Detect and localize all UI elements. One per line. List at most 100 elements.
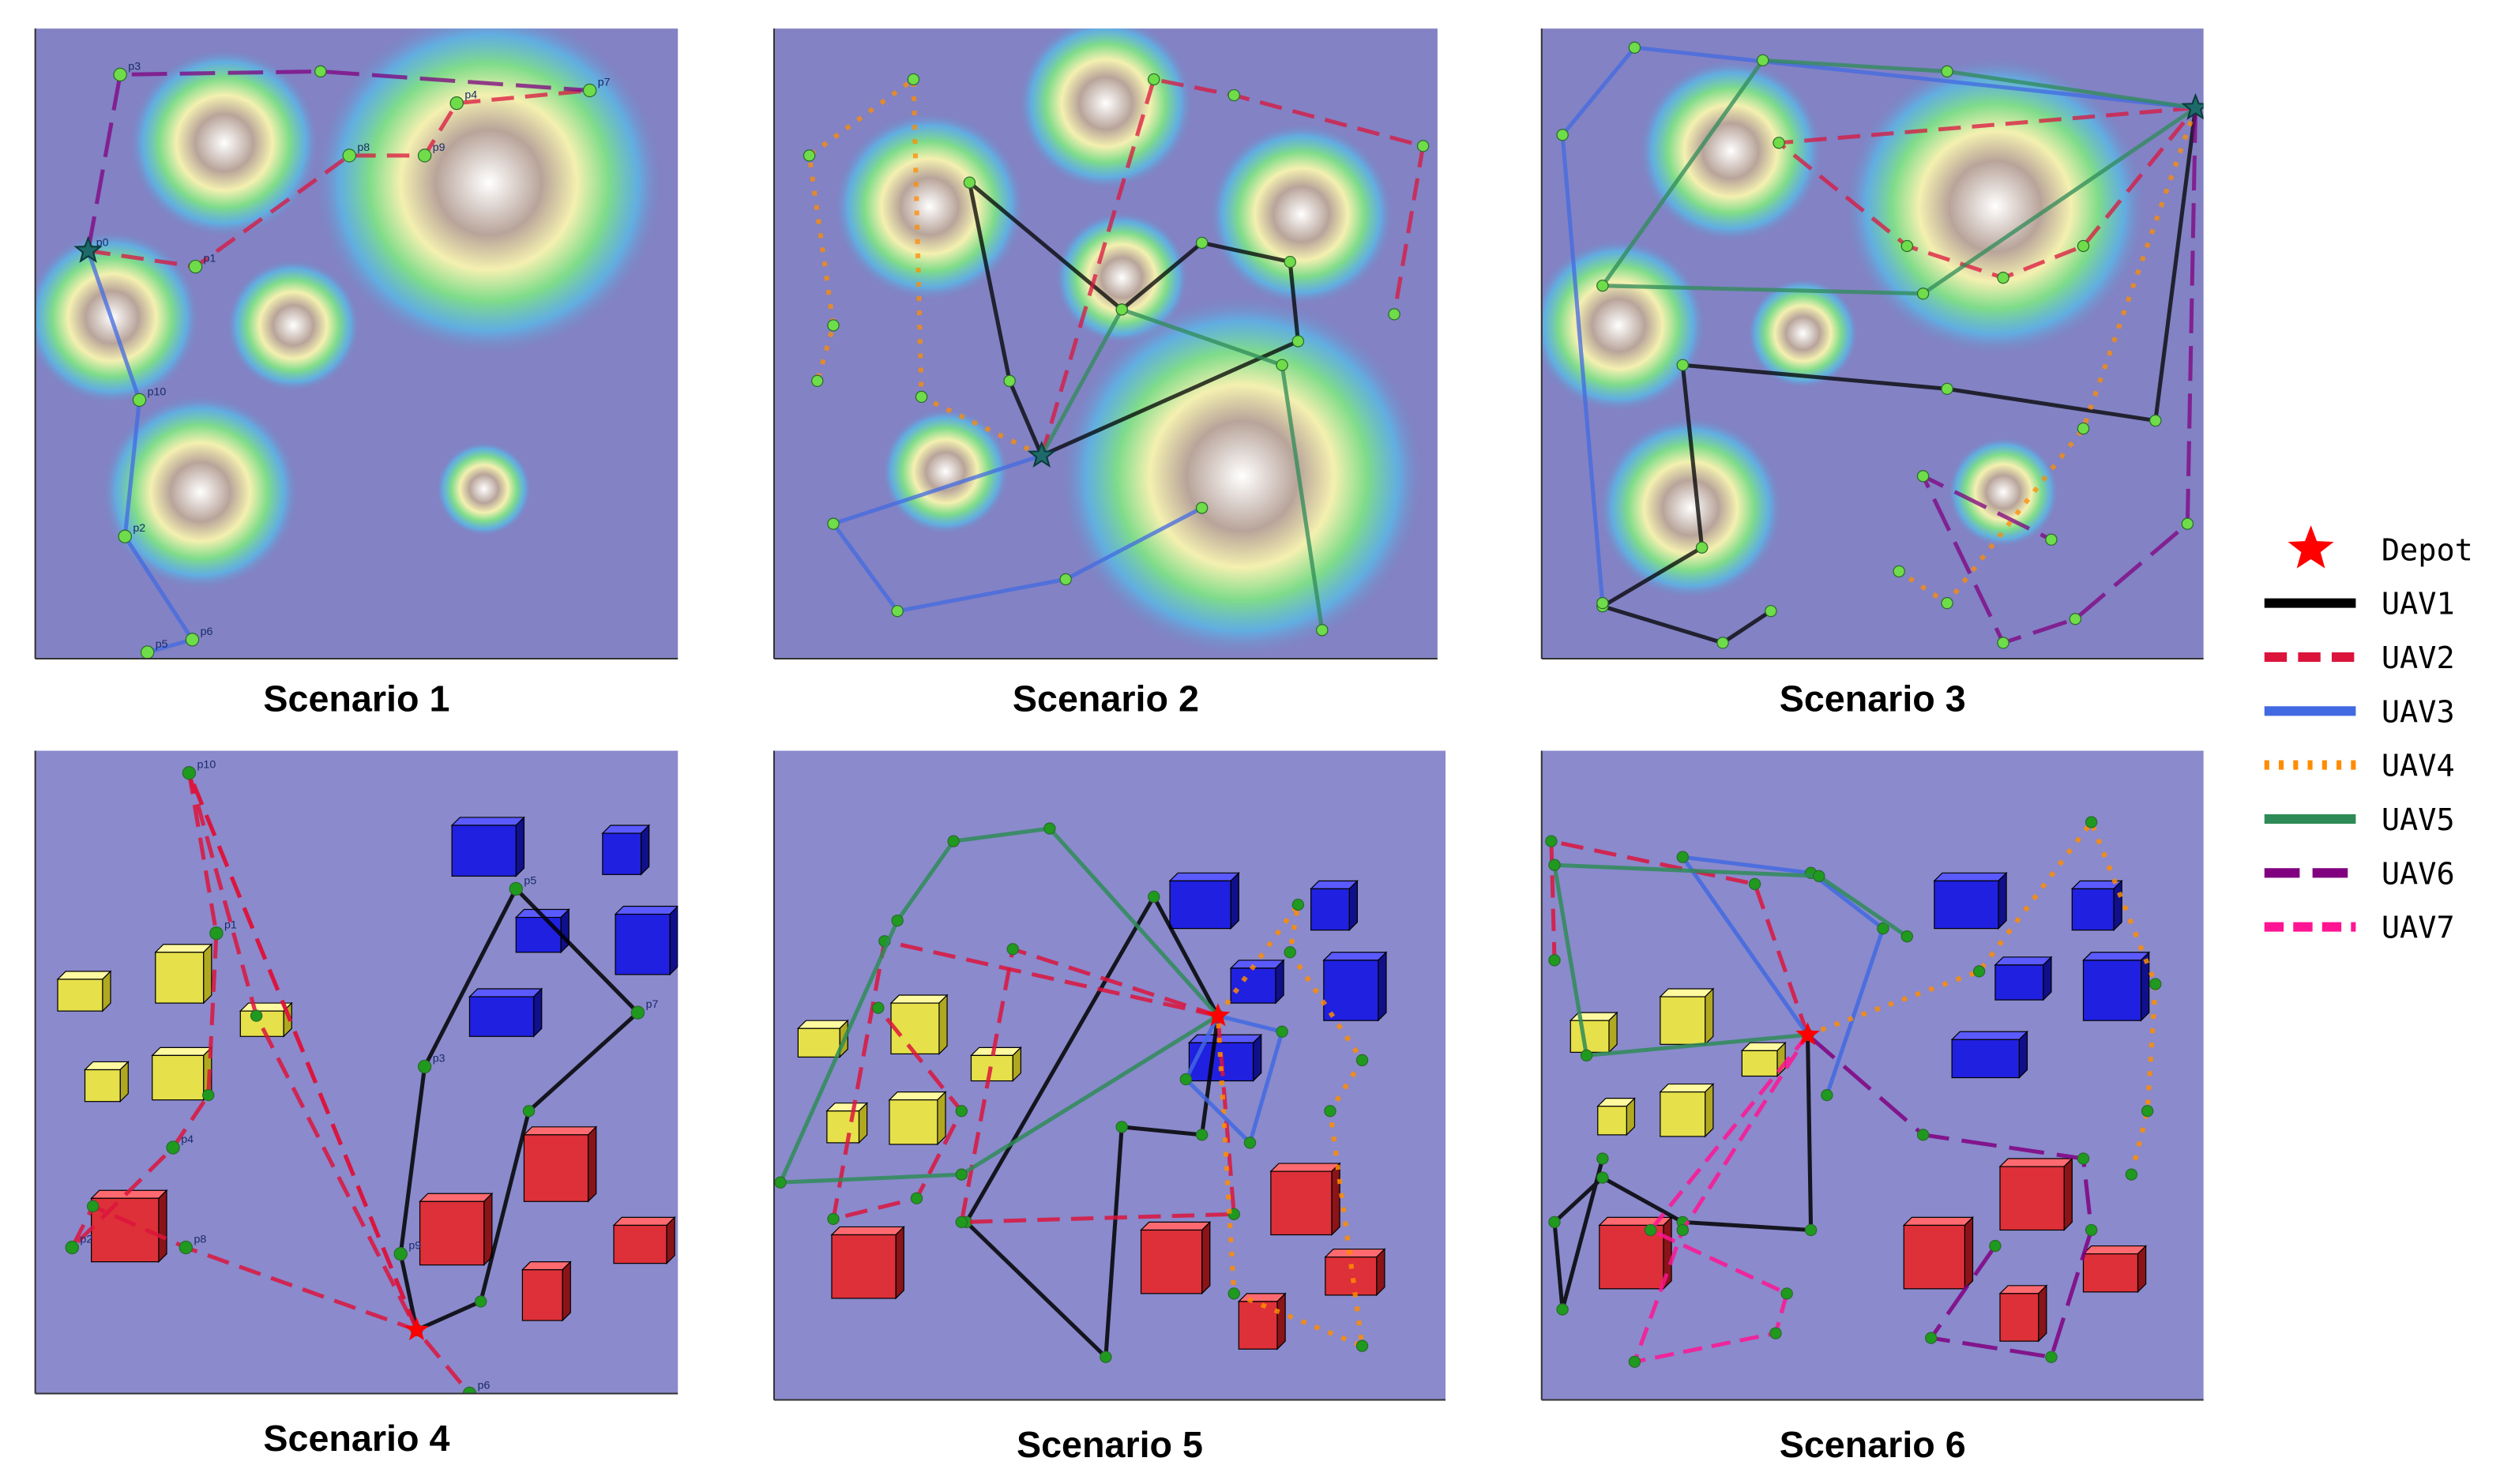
node-label: p10: [197, 758, 216, 771]
box-top: [1187, 1034, 1263, 1043]
waypoint: [947, 835, 960, 847]
heat-blob: [1843, 55, 2148, 358]
waypoint: [1324, 1105, 1336, 1118]
waypoint: [907, 73, 920, 86]
scenario-title: Scenario 2: [1013, 678, 1199, 719]
panel-background: [1541, 750, 2204, 1400]
waypoint: [1628, 41, 1641, 54]
waypoint: [582, 83, 597, 98]
uav-route: [959, 947, 1236, 1224]
waypoint: [209, 926, 224, 941]
panel-content: p10 p1 p4 p2 p8 p5 p7 p3 p9 p6: [56, 758, 679, 1394]
waypoint: [630, 1005, 645, 1020]
waypoint: [1545, 835, 1558, 847]
legend-label: UAV1: [2382, 587, 2455, 622]
box-side: [2063, 1157, 2073, 1231]
waypoint: [2149, 414, 2162, 427]
panel-content: [774, 822, 1388, 1363]
box-top: [1168, 872, 1240, 881]
legend-depot: [2288, 525, 2334, 569]
waypoint: [1645, 1223, 1657, 1237]
box-top: [830, 1226, 905, 1236]
depot-marker: [2181, 92, 2204, 121]
waypoint: [1227, 88, 1240, 102]
waypoint: [1821, 1089, 1833, 1102]
scenario-title: Scenario 6: [1780, 1424, 1966, 1465]
heat-blob: [128, 47, 321, 239]
waypoint: [1676, 359, 1689, 371]
node-label: p3: [128, 59, 141, 72]
waypoint: [1900, 930, 1914, 943]
legend-label: UAV3: [2382, 695, 2455, 731]
obstacle-box: [523, 1134, 589, 1202]
legend-label: UAV7: [2382, 911, 2455, 946]
legend-label: UAV6: [2382, 857, 2455, 892]
heat-blob: [226, 258, 361, 393]
waypoint: [1316, 624, 1329, 637]
node-label: p6: [478, 1378, 491, 1391]
waypoint: [827, 319, 840, 332]
node-label: p9: [408, 1239, 421, 1252]
heat-blob: [1947, 436, 2060, 548]
box-top: [56, 971, 112, 980]
obstacle-box: [1999, 1293, 2039, 1342]
waypoint: [1900, 239, 1914, 253]
uav-route: [1776, 106, 2197, 280]
box-side: [532, 987, 543, 1038]
scenario-title: Scenario 4: [263, 1418, 449, 1459]
heat-blob: [1637, 58, 1824, 243]
node-label: p4: [464, 88, 477, 101]
obstacle-box: [1169, 880, 1231, 930]
box-top: [888, 1091, 947, 1101]
panel-content: p3 p7 p4 p8 p9 p0 p1 p10 p2 p6 p5: [35, 28, 665, 659]
obstacle-box: [84, 1069, 121, 1103]
obstacle-box: [831, 1234, 897, 1299]
obstacle-box: [1660, 996, 1706, 1045]
legend-label: UAV2: [2382, 641, 2455, 676]
waypoint: [1243, 1136, 1257, 1149]
waypoint: [342, 148, 357, 163]
waypoint: [1716, 637, 1729, 649]
waypoint: [417, 1059, 432, 1074]
waypoint: [1676, 1223, 1689, 1237]
waypoint: [915, 390, 928, 404]
waypoint: [1284, 255, 1296, 269]
box-side: [1705, 987, 1714, 1046]
node-label: p7: [646, 997, 659, 1010]
panel-background: [35, 750, 679, 1394]
uav-route: [1897, 107, 2198, 606]
heat-blob: [1597, 415, 1784, 600]
panel-content: [1545, 816, 2162, 1368]
waypoint: [963, 176, 976, 189]
waypoint: [891, 605, 904, 618]
box-side: [669, 905, 679, 976]
obstacle-box: [1994, 964, 2044, 1001]
waypoint: [250, 1009, 263, 1022]
box-side: [1230, 871, 1239, 930]
waypoint: [2125, 1168, 2138, 1181]
waypoint: [1780, 1287, 1793, 1300]
box-top: [450, 817, 525, 826]
obstacle-box: [1741, 1050, 1778, 1077]
box-top: [468, 988, 543, 997]
box-side: [2018, 1030, 2028, 1079]
waypoint: [1100, 1351, 1112, 1363]
heat-blob: [833, 111, 1026, 302]
box-top: [154, 944, 213, 953]
box-side: [1376, 1248, 1385, 1297]
obstacle-box: [1310, 888, 1350, 931]
uav-route: [967, 180, 1300, 458]
depot-marker: [1795, 1022, 1820, 1046]
obstacle-box: [2082, 960, 2142, 1021]
waypoint: [179, 1240, 194, 1255]
waypoint: [803, 149, 816, 162]
waypoint: [1179, 1073, 1193, 1086]
heat-blob: [35, 230, 201, 405]
obstacle-box: [515, 916, 562, 953]
box-top: [1229, 960, 1285, 969]
box-side: [1275, 959, 1284, 1005]
waypoint: [1916, 470, 1930, 483]
waypoint: [1748, 877, 1761, 890]
box-top: [1324, 1248, 1386, 1258]
obstacle-box: [1325, 1257, 1378, 1296]
